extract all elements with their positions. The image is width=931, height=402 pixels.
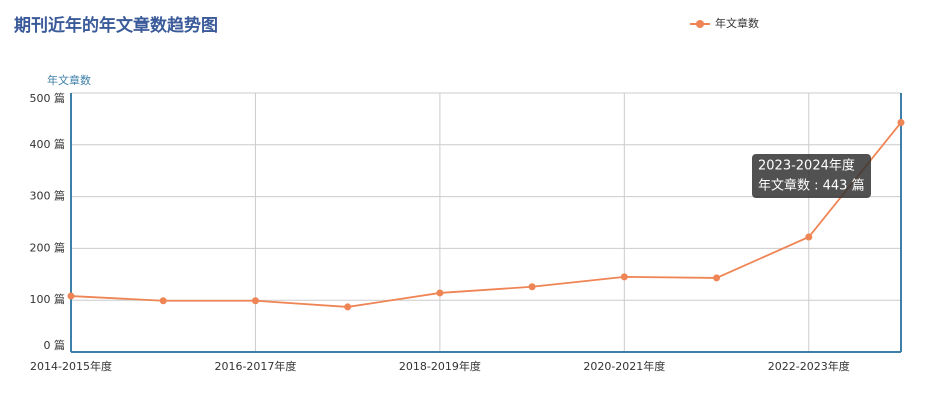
- data-point: [436, 289, 444, 297]
- tooltip-box: [752, 154, 871, 198]
- x-tick-label: 2020-2021年度: [583, 359, 665, 373]
- data-point: [620, 273, 628, 281]
- y-tick-label: 500 篇: [30, 91, 66, 105]
- y-tick-label: 200 篇: [30, 240, 66, 254]
- y-tick-label: 300 篇: [30, 189, 66, 203]
- x-tick-label: 2018-2019年度: [399, 359, 481, 373]
- y-axis-label: 年文章数: [47, 73, 91, 87]
- data-point: [251, 297, 259, 305]
- chart-title: 期刊近年的年文章数趋势图: [14, 15, 218, 36]
- tooltip-value: 年文章数 : 443 篇: [758, 178, 865, 194]
- data-point: [713, 274, 721, 282]
- y-tick-label: 100 篇: [30, 292, 66, 306]
- data-point: [344, 303, 352, 311]
- y-tick-label: 400 篇: [30, 137, 66, 151]
- x-tick-label: 2014-2015年度: [30, 359, 112, 373]
- x-tick-label: 2022-2023年度: [768, 359, 850, 373]
- tooltip-category: 2023-2024年度: [758, 158, 855, 174]
- data-line: [70, 121, 902, 308]
- legend-label: 年文章数: [715, 16, 759, 30]
- data-point: [528, 283, 536, 291]
- data-point: [897, 119, 905, 127]
- data-point: [159, 297, 167, 305]
- y-tick-label: 0 篇: [44, 338, 66, 352]
- legend-marker: [696, 20, 704, 28]
- x-tick-label: 2016-2017年度: [214, 359, 296, 373]
- data-point: [805, 233, 813, 241]
- data-point: [67, 292, 75, 300]
